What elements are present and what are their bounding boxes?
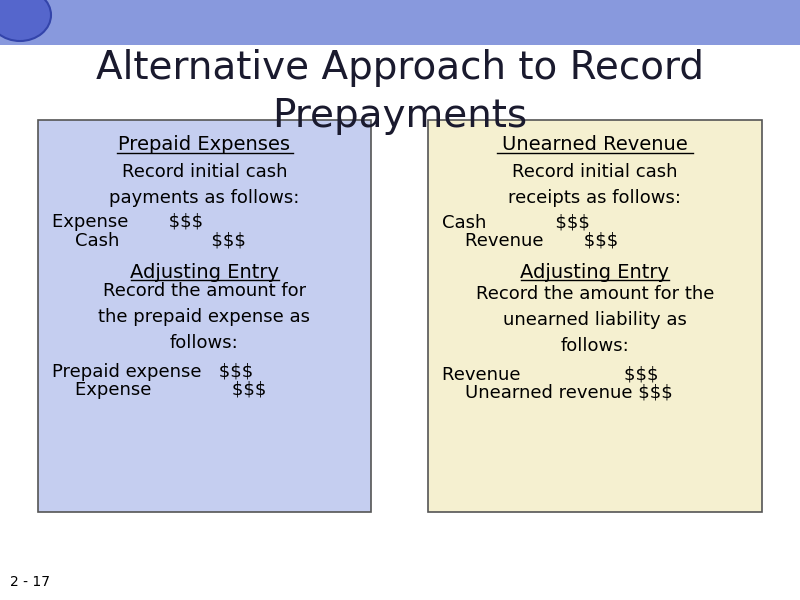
- Ellipse shape: [0, 0, 51, 41]
- Text: Record initial cash
payments as follows:: Record initial cash payments as follows:: [110, 163, 300, 207]
- Text: Adjusting Entry: Adjusting Entry: [130, 263, 279, 281]
- Text: Alternative Approach to Record
Prepayments: Alternative Approach to Record Prepaymen…: [96, 49, 704, 135]
- FancyBboxPatch shape: [428, 120, 762, 512]
- Text: Adjusting Entry: Adjusting Entry: [521, 263, 670, 281]
- Text: Revenue       $$$: Revenue $$$: [442, 231, 618, 249]
- Text: 2 - 17: 2 - 17: [10, 575, 50, 589]
- Text: Revenue                  $$$: Revenue $$$: [442, 366, 658, 384]
- Text: Prepaid expense   $$$: Prepaid expense $$$: [52, 363, 254, 381]
- Text: Cash            $$$: Cash $$$: [442, 213, 590, 231]
- Text: Cash                $$$: Cash $$$: [52, 231, 246, 249]
- Text: Expense       $$$: Expense $$$: [52, 213, 203, 231]
- Text: Prepaid Expenses: Prepaid Expenses: [118, 136, 290, 154]
- Text: Record the amount for the
unearned liability as
follows:: Record the amount for the unearned liabi…: [476, 284, 714, 355]
- Text: Unearned revenue $$$: Unearned revenue $$$: [442, 384, 673, 402]
- Text: Record the amount for
the prepaid expense as
follows:: Record the amount for the prepaid expens…: [98, 281, 310, 352]
- FancyBboxPatch shape: [0, 0, 800, 45]
- FancyBboxPatch shape: [38, 120, 371, 512]
- Text: Record initial cash
receipts as follows:: Record initial cash receipts as follows:: [509, 163, 682, 207]
- Text: Expense              $$$: Expense $$$: [52, 381, 266, 399]
- Text: Unearned Revenue: Unearned Revenue: [502, 136, 688, 154]
